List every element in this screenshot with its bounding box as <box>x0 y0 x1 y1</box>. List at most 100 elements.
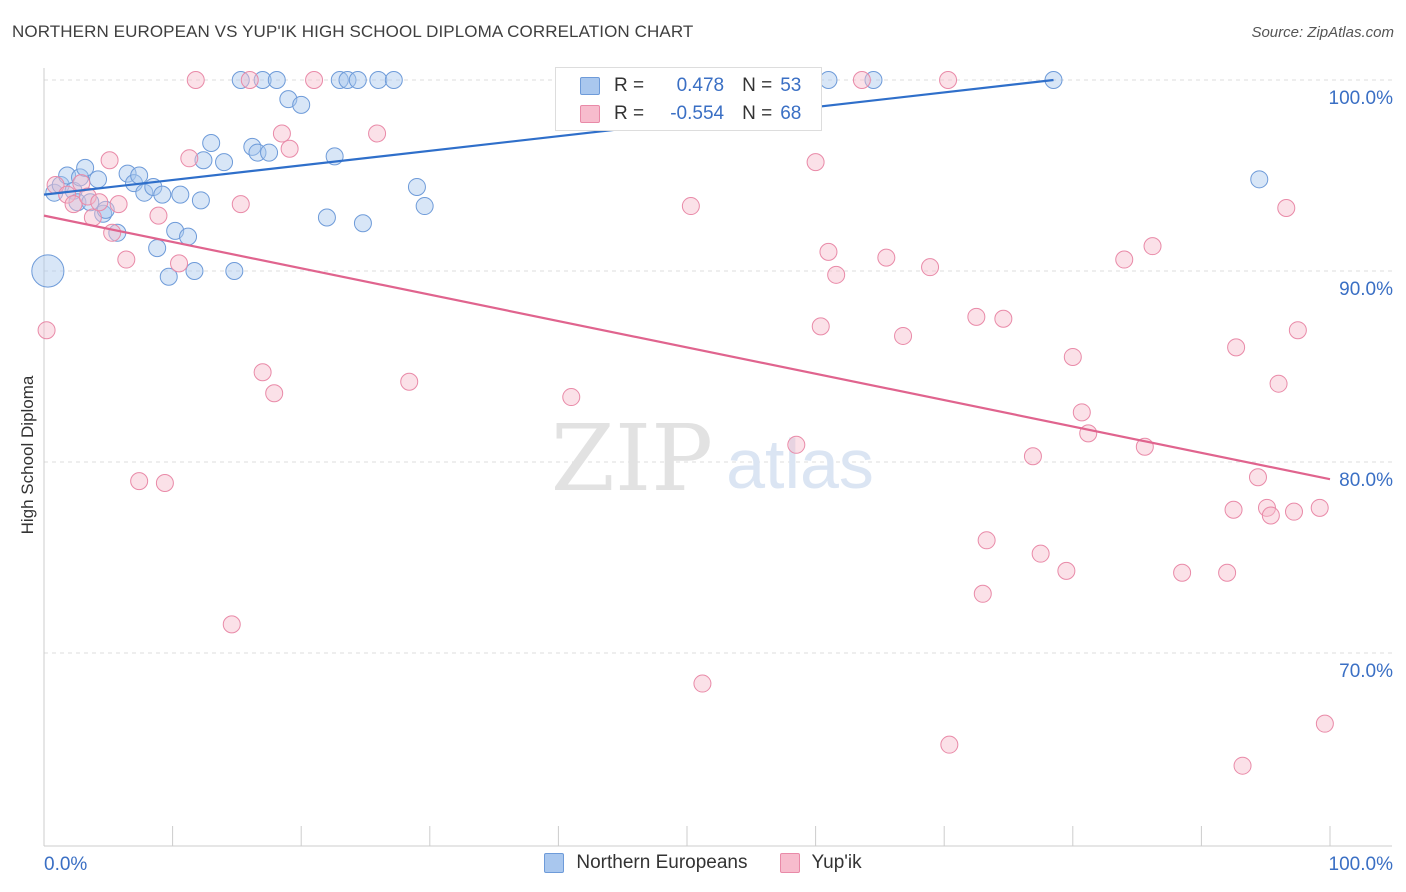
data-point <box>877 248 896 267</box>
data-point <box>407 177 426 196</box>
data-point <box>1261 506 1280 525</box>
x-tick-label: 100.0% <box>1329 854 1394 875</box>
data-point <box>76 158 95 177</box>
data-point <box>787 435 806 454</box>
legend-swatch-pink <box>580 105 600 123</box>
data-point <box>71 168 90 187</box>
data-point <box>1072 403 1091 422</box>
series-legend: Northern Europeans Yup'ik <box>0 852 1406 874</box>
data-point <box>155 474 174 493</box>
data-point <box>130 472 149 491</box>
legend-item-label: Northern Europeans <box>576 852 748 873</box>
data-point <box>171 185 190 204</box>
data-point <box>90 193 109 212</box>
data-point <box>400 372 419 391</box>
data-point <box>100 151 119 170</box>
y-tick-label: 90.0% <box>1339 279 1393 300</box>
data-point <box>939 71 958 89</box>
tick-labels: 100.0% 90.0% 80.0% 70.0% 0.0% 100.0% <box>44 88 1393 875</box>
data-point <box>368 124 387 143</box>
data-point <box>806 153 825 172</box>
data-point <box>1284 502 1303 521</box>
data-point <box>225 262 244 280</box>
data-point <box>317 208 336 227</box>
data-point <box>292 95 311 114</box>
data-point <box>243 137 262 156</box>
data-point <box>153 185 172 204</box>
chart-title: NORTHERN EUROPEAN VS YUP'IK HIGH SCHOOL … <box>12 22 694 41</box>
data-point <box>827 265 846 284</box>
data-point <box>117 250 136 269</box>
data-point <box>1031 544 1050 563</box>
data-point <box>89 170 108 189</box>
source-credit: Source: ZipAtlas.com <box>1251 24 1394 41</box>
data-point <box>58 185 77 204</box>
data-point <box>109 195 128 214</box>
data-point <box>253 363 272 382</box>
data-point <box>1224 500 1243 519</box>
x-tick-label: 0.0% <box>44 854 87 875</box>
y-tick-label: 70.0% <box>1339 661 1393 682</box>
legend-n-label: N = <box>742 75 773 96</box>
data-point <box>1269 374 1288 393</box>
watermark-zip: ZIP <box>551 405 713 512</box>
data-point <box>1233 756 1252 775</box>
data-point <box>1063 347 1082 366</box>
data-point <box>994 309 1013 328</box>
data-point <box>852 71 871 89</box>
legend-item-northern-europeans[interactable]: Northern Europeans <box>544 852 748 874</box>
data-point <box>1310 498 1329 517</box>
data-point <box>977 531 996 550</box>
data-point <box>819 242 838 261</box>
legend-swatch-blue <box>544 853 565 873</box>
data-point <box>159 267 178 286</box>
data-point <box>118 164 137 183</box>
stats-legend: R = 0.478 N = 53 R = -0.554 N = 68 <box>555 67 822 131</box>
data-point <box>260 143 279 162</box>
data-point <box>305 71 324 89</box>
watermark-atlas: atlas <box>726 425 874 503</box>
data-point <box>265 384 284 403</box>
data-point <box>562 388 581 407</box>
data-point <box>811 317 830 336</box>
legend-r-value: 0.478 <box>676 75 725 96</box>
data-point <box>149 206 168 225</box>
data-point <box>1218 563 1237 582</box>
data-point <box>338 71 357 89</box>
legend-n-value: 68 <box>780 103 802 124</box>
trend-line-yupik <box>43 214 1331 481</box>
data-point <box>280 139 299 158</box>
data-point <box>31 254 65 288</box>
legend-item-yupik[interactable]: Yup'ik <box>779 852 862 874</box>
y-tick-label: 100.0% <box>1329 88 1394 109</box>
axes <box>43 68 1392 847</box>
series-yupik <box>37 71 1334 775</box>
data-point <box>353 214 372 233</box>
data-point <box>1143 237 1162 256</box>
data-point <box>940 735 959 754</box>
trend-line-northern-europeans <box>43 78 1054 196</box>
legend-r-value: -0.554 <box>670 103 725 124</box>
grid-lines <box>44 79 1392 654</box>
data-point <box>37 321 56 340</box>
data-point <box>330 71 349 89</box>
data-point <box>194 151 213 170</box>
data-point <box>222 615 241 634</box>
data-point <box>369 71 388 89</box>
data-point <box>693 674 712 693</box>
data-point <box>231 71 250 89</box>
data-point <box>384 71 403 89</box>
legend-r-label: R = <box>614 75 645 96</box>
data-point <box>180 149 199 168</box>
data-point <box>215 153 234 172</box>
legend-n-label: N = <box>742 103 773 124</box>
data-point <box>272 124 291 143</box>
data-point <box>78 187 97 206</box>
data-point <box>921 258 940 277</box>
data-point <box>103 223 122 242</box>
data-point <box>170 254 189 273</box>
legend-r-label: R = <box>614 103 645 124</box>
data-point <box>186 71 205 89</box>
data-point <box>267 71 286 89</box>
data-point <box>1248 468 1267 487</box>
